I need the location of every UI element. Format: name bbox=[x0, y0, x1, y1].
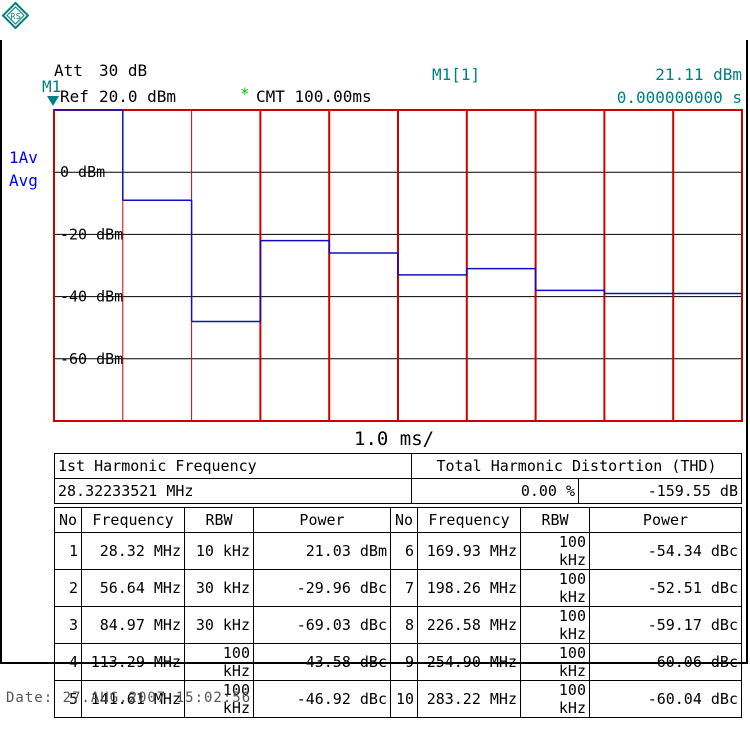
table-cell: 84.97 MHz bbox=[81, 606, 185, 644]
y-tick-label: 0 dBm bbox=[60, 163, 105, 181]
table-row: 3 84.97 MHz 30 kHz -69.03 dBc 8 226.58 MHz 100… bbox=[54, 606, 742, 644]
plot-border bbox=[53, 109, 743, 422]
cmt-text: CMT 100.00ms bbox=[256, 87, 372, 106]
table-cell: 3 bbox=[54, 606, 82, 644]
table-cell: 30 kHz bbox=[184, 569, 254, 607]
y-tick-label: -40 dBm bbox=[60, 288, 123, 306]
col-header-rbw: RBW bbox=[184, 507, 254, 533]
table-cell: 100 kHz bbox=[520, 532, 590, 570]
ref-value: 20.0 dBm bbox=[99, 87, 177, 106]
table-cell: -60.06 dBc bbox=[589, 643, 742, 681]
marker-time: 0.000000000 s bbox=[616, 88, 742, 107]
x-scale-label: 1.0 ms/ bbox=[354, 428, 435, 450]
col-header-rbw: RBW bbox=[520, 507, 590, 533]
thd-db: -159.55 dB bbox=[578, 478, 742, 504]
cmt-star-icon: * bbox=[240, 84, 250, 103]
table-row: 4 113.29 MHz 100 kHz -43.58 dBc 9 254.90 MHz 1… bbox=[54, 643, 742, 681]
table-cell: 56.64 MHz bbox=[81, 569, 185, 607]
trace-mode-1: 1Av bbox=[9, 148, 38, 167]
table-cell: 100 kHz bbox=[520, 606, 590, 644]
marker-level: 21.11 dBm bbox=[655, 65, 742, 84]
table-cell: 100 kHz bbox=[520, 643, 590, 681]
col-header-frequency: Frequency bbox=[417, 507, 521, 533]
table-cell: 8 bbox=[390, 606, 418, 644]
table-cell: 2 bbox=[54, 569, 82, 607]
table-cell: 113.29 MHz bbox=[81, 643, 185, 681]
thd-label: Total Harmonic Distortion (THD) bbox=[411, 453, 742, 479]
table-cell: -46.92 dBc bbox=[253, 680, 391, 718]
col-header-power: Power bbox=[589, 507, 742, 533]
marker-m1-label: M1 bbox=[42, 77, 62, 96]
table-cell: 28.32 MHz bbox=[81, 532, 185, 570]
table-cell: 30 kHz bbox=[184, 606, 254, 644]
table-row: 5 141.61 MHz 100 kHz -46.92 dBc 10 283.22 MHz… bbox=[54, 680, 742, 718]
table-cell: 5 bbox=[54, 680, 82, 718]
table-cell: 100 kHz bbox=[520, 680, 590, 718]
table-cell: 226.58 MHz bbox=[417, 606, 521, 644]
marker-triangle-icon bbox=[47, 96, 59, 106]
att-label: Att bbox=[54, 61, 83, 80]
svg-text:RS: RS bbox=[10, 12, 21, 21]
table-cell: -69.03 dBc bbox=[253, 606, 391, 644]
trace-plot: 0 dBm -20 dBm -40 dBm -60 dBm bbox=[53, 109, 743, 422]
table-cell: 254.90 MHz bbox=[417, 643, 521, 681]
table-cell: 169.93 MHz bbox=[417, 532, 521, 570]
first-harmonic-label: 1st Harmonic Frequency bbox=[54, 453, 412, 479]
table-cell: 7 bbox=[390, 569, 418, 607]
table-cell: 6 bbox=[390, 532, 418, 570]
ref-label: Ref bbox=[60, 87, 89, 106]
table-cell: 1 bbox=[54, 532, 82, 570]
table-cell: 198.26 MHz bbox=[417, 569, 521, 607]
rohde-schwarz-logo-icon: RS bbox=[2, 2, 29, 29]
first-harmonic-value: 28.32233521 MHz bbox=[54, 478, 412, 504]
table-cell: 10 kHz bbox=[184, 532, 254, 570]
col-header-frequency: Frequency bbox=[81, 507, 185, 533]
table-cell: 9 bbox=[390, 643, 418, 681]
table-cell: 21.03 dBm bbox=[253, 532, 391, 570]
table-cell: -60.04 dBc bbox=[589, 680, 742, 718]
col-header-power: Power bbox=[253, 507, 391, 533]
table-cell: 4 bbox=[54, 643, 82, 681]
table-cell: 100 kHz bbox=[520, 569, 590, 607]
col-header-no: No bbox=[390, 507, 418, 533]
table-cell: -59.17 dBc bbox=[589, 606, 742, 644]
timestamp: Date: 27.AUG.2007 15:02:56 bbox=[6, 690, 252, 706]
table-cell: -43.58 dBc bbox=[253, 643, 391, 681]
table-cell: -54.34 dBc bbox=[589, 532, 742, 570]
table-row: 1 28.32 MHz 10 kHz 21.03 dBm 6 169.93 MHz 100 … bbox=[54, 532, 742, 570]
y-tick-label: -60 dBm bbox=[60, 350, 123, 368]
summary-table: 1st Harmonic Frequency Total Harmonic Di… bbox=[54, 453, 742, 504]
trace-mode-2: Avg bbox=[9, 171, 38, 190]
table-cell: 100 kHz bbox=[184, 643, 254, 681]
harmonics-table: No Frequency RBW Power No Frequency RBW … bbox=[54, 507, 742, 718]
table-cell: 100 kHz bbox=[184, 680, 254, 718]
thd-percent: 0.00 % bbox=[411, 478, 579, 504]
table-cell: -52.51 dBc bbox=[589, 569, 742, 607]
col-header-no: No bbox=[54, 507, 82, 533]
table-cell: 141.61 MHz bbox=[81, 680, 185, 718]
table-cell: -29.96 dBc bbox=[253, 569, 391, 607]
att-value: 30 dB bbox=[99, 61, 148, 80]
y-tick-label: -20 dBm bbox=[60, 225, 123, 243]
table-cell: 10 bbox=[390, 680, 418, 718]
table-cell: 283.22 MHz bbox=[417, 680, 521, 718]
marker-readout-label: M1[1] bbox=[432, 65, 481, 84]
table-row: 2 56.64 MHz 30 kHz -29.96 dBc 7 198.26 MHz 100… bbox=[54, 569, 742, 607]
